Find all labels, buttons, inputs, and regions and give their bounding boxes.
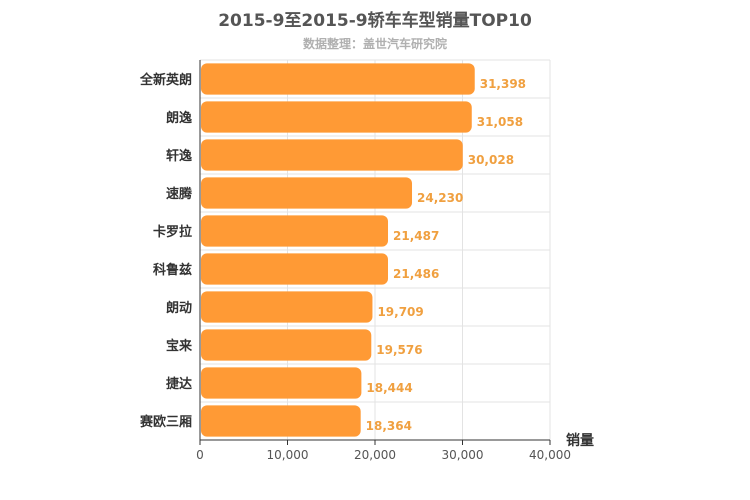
x-axis-title: 销量: [566, 432, 594, 449]
bar-value-label: 19,576: [376, 343, 422, 357]
x-tick-label: 30,000: [442, 448, 484, 462]
bar: [201, 329, 372, 361]
bar-value-label: 30,028: [468, 153, 514, 167]
category-label: 卡罗拉: [153, 224, 192, 240]
bar: [201, 215, 389, 247]
bar: [201, 291, 373, 323]
bars: [201, 63, 475, 437]
category-label: 科鲁兹: [153, 262, 192, 278]
category-label: 朗动: [166, 300, 192, 316]
bar-value-label: 21,486: [393, 267, 439, 281]
bar: [201, 101, 472, 133]
bar-value-label: 31,058: [477, 115, 523, 129]
bar: [201, 63, 475, 95]
bar-value-label: 24,230: [417, 191, 463, 205]
category-label: 朗逸: [166, 110, 192, 126]
x-tick-label: 0: [196, 448, 204, 462]
bar-value-label: 18,364: [366, 419, 412, 433]
category-label: 宝来: [166, 338, 193, 354]
category-label: 全新英朗: [139, 72, 192, 88]
category-label: 捷达: [166, 376, 192, 392]
chart-subtitle: 数据整理：盖世汽车研究院: [302, 37, 447, 51]
axes: [199, 60, 551, 445]
bar-value-label: 19,709: [377, 305, 423, 319]
labels: 31,398 全新英朗 31,058 朗逸 30,028 轩逸 24,230 速腾 21,487…: [139, 72, 594, 462]
bar: [201, 139, 463, 171]
x-tick-label: 10,000: [267, 448, 309, 462]
bar-value-label: 21,487: [393, 229, 439, 243]
bar: [201, 177, 413, 209]
category-label: 轩逸: [166, 148, 192, 164]
category-label: 速腾: [166, 186, 193, 202]
category-label: 赛欧三厢: [139, 414, 192, 430]
x-tick-label: 40,000: [529, 448, 571, 462]
bar: [201, 367, 362, 399]
bar: [201, 253, 389, 285]
chart-title: 2015-9至2015-9轿车车型销量TOP10: [218, 11, 532, 31]
bar-value-label: 18,444: [366, 381, 412, 395]
bar: [201, 405, 361, 437]
x-tick-label: 20,000: [354, 448, 396, 462]
bar-value-label: 31,398: [480, 77, 526, 91]
